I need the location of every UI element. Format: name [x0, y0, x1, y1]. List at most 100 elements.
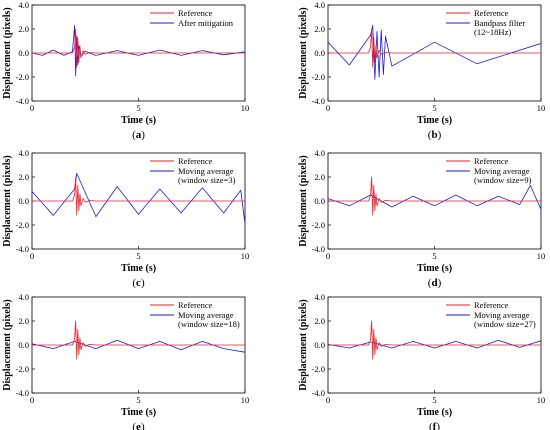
x-axis-title: Time (s) [417, 115, 452, 126]
series-line-reference [32, 320, 245, 360]
y-tick-label: -4.0 [16, 388, 29, 398]
x-tick-label: 10 [241, 103, 250, 113]
y-tick-label: -4.0 [16, 244, 29, 254]
x-axis-title: Time (s) [417, 263, 452, 274]
series-line-reference [328, 176, 541, 216]
y-tick-label: 4.0 [314, 148, 325, 158]
x-tick-label: 5 [432, 395, 436, 405]
x-tick-label: 5 [136, 103, 140, 113]
x-axis-title: Time (s) [121, 115, 156, 126]
panel-label: (b) [428, 129, 442, 141]
series-line-processed [32, 339, 245, 353]
x-tick-label: 10 [537, 103, 546, 113]
y-tick-label: -2.0 [312, 72, 325, 82]
panel-label: (e) [132, 421, 145, 430]
y-tick-label: 2.0 [18, 316, 29, 326]
series-line-processed [328, 339, 541, 349]
x-tick-label: 5 [432, 251, 436, 261]
series-line-reference [32, 28, 245, 68]
y-tick-label: 4.0 [314, 0, 325, 10]
x-axis-title: Time (s) [417, 407, 452, 418]
legend-label: Reference [178, 300, 213, 310]
y-tick-label: 0.0 [314, 48, 325, 58]
y-tick-label: 2.0 [314, 316, 325, 326]
legend-label: Reference [474, 156, 509, 166]
y-tick-label: 0.0 [18, 196, 29, 206]
y-tick-label: 2.0 [18, 24, 29, 34]
series-group [32, 25, 245, 77]
y-tick-label: 2.0 [314, 172, 325, 182]
x-tick-label: 5 [136, 395, 140, 405]
legend-label: Reference [178, 8, 213, 18]
legend-label: Moving average (window size=18) [178, 310, 240, 329]
x-tick-label: 0 [30, 395, 34, 405]
y-axis-title: Displacement (pixels) [2, 7, 13, 98]
y-axis-title: Displacement (pixels) [298, 155, 309, 246]
y-tick-label: 0.0 [314, 196, 325, 206]
series-line-reference [32, 176, 245, 216]
y-tick-label: -2.0 [16, 364, 29, 374]
series-line-reference [328, 320, 541, 360]
y-tick-label: 4.0 [18, 0, 29, 10]
legend-label: Bandpass filter (12~18Hz) [474, 18, 525, 37]
legend-label: After mitigation [178, 18, 234, 28]
series-group [32, 320, 245, 360]
x-tick-label: 5 [432, 103, 436, 113]
x-axis-title: Time (s) [121, 407, 156, 418]
x-tick-label: 0 [326, 395, 330, 405]
y-tick-label: -4.0 [312, 388, 325, 398]
y-tick-label: -4.0 [16, 96, 29, 106]
legend-label: Moving average (window size=9) [474, 166, 532, 185]
x-tick-label: 10 [537, 395, 546, 405]
legend-label: Moving average (window size=3) [178, 166, 236, 185]
y-tick-label: 4.0 [18, 148, 29, 158]
y-tick-label: 4.0 [18, 292, 29, 302]
y-axis-title: Displacement (pixels) [298, 299, 309, 390]
series-group [328, 25, 541, 80]
legend-label: Moving average (window size=27) [474, 310, 536, 329]
panel-label: (a) [132, 129, 145, 141]
panel-label: (c) [132, 277, 145, 289]
y-axis-title: Displacement (pixels) [2, 299, 13, 390]
panel-label: (d) [428, 277, 442, 289]
y-tick-label: 0.0 [18, 48, 29, 58]
y-tick-label: -2.0 [312, 364, 325, 374]
x-tick-label: 0 [326, 103, 330, 113]
x-tick-label: 0 [326, 251, 330, 261]
legend-label: Reference [474, 8, 509, 18]
x-tick-label: 0 [30, 251, 34, 261]
y-tick-label: -4.0 [312, 96, 325, 106]
y-axis-title: Displacement (pixels) [298, 7, 309, 98]
y-tick-label: 0.0 [18, 340, 29, 350]
legend-label: Reference [178, 156, 213, 166]
x-tick-label: 5 [136, 251, 140, 261]
x-tick-label: 0 [30, 103, 34, 113]
x-tick-label: 10 [537, 251, 546, 261]
y-tick-label: 4.0 [314, 292, 325, 302]
series-group [32, 173, 245, 224]
y-axis-title: Displacement (pixels) [2, 155, 13, 246]
series-line-processed [328, 25, 541, 80]
y-tick-label: 2.0 [314, 24, 325, 34]
series-group [328, 320, 541, 360]
y-tick-label: 2.0 [18, 172, 29, 182]
y-tick-label: -2.0 [16, 220, 29, 230]
y-tick-label: 0.0 [314, 340, 325, 350]
y-tick-label: -2.0 [312, 220, 325, 230]
x-tick-label: 10 [241, 395, 250, 405]
legend-label: Reference [474, 300, 509, 310]
series-group [328, 176, 541, 216]
panel-label: (f) [429, 421, 440, 430]
x-axis-title: Time (s) [121, 263, 156, 274]
series-line-reference [328, 28, 541, 68]
y-tick-label: -4.0 [312, 244, 325, 254]
y-tick-label: -2.0 [16, 72, 29, 82]
x-tick-label: 10 [241, 251, 250, 261]
